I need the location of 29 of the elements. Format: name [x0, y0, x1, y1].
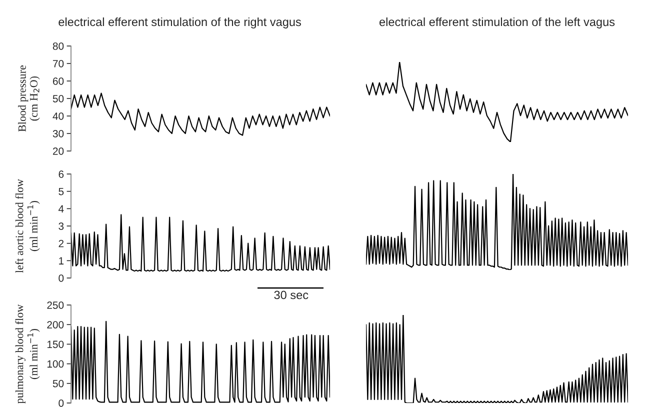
y-tick-label: 80 [52, 42, 64, 50]
line-series [71, 214, 330, 272]
y-axis-title: pulmonary blood flow (ml min$^{−1}$) [15, 304, 40, 404]
y-tick-label: 40 [52, 112, 64, 120]
y-tick-label: 2 [58, 240, 64, 248]
y-tick-label: 30 [52, 130, 64, 138]
chart-title: electrical efferent stimulation of the left vagus [379, 17, 615, 28]
chart-title: electrical efferent stimulation of the right vagus [58, 17, 301, 28]
y-tick-label: 50 [52, 95, 64, 102]
y-tick-label: 60 [53, 78, 64, 85]
text: 30 sec [274, 290, 308, 300]
y-tick-label: 6 [58, 170, 64, 178]
y-tick-label: 250 [47, 302, 64, 309]
y-tick-label: 4 [58, 205, 64, 212]
y-tick-label: 100 [47, 360, 64, 368]
y-axis-title: Blood pressure (cm H$_{2}$O) [18, 65, 40, 132]
y-tick-label: 3 [58, 222, 64, 230]
line-series [71, 92, 330, 136]
y-tick-label: 70 [53, 60, 64, 68]
y-tick-label: 20 [52, 148, 64, 155]
y-tick-label: 0 [58, 400, 64, 407]
y-tick-label: 0 [58, 274, 64, 282]
y-tick-label: 150 [47, 340, 64, 348]
y-tick-label: 5 [58, 188, 64, 196]
y-tick-label: 1 [59, 257, 64, 264]
y-tick-label: 200 [47, 321, 64, 328]
line-series [71, 320, 330, 403]
y-axis-title: left aortic blood flow (ml min$^{−1}$) [15, 178, 40, 273]
y-tick-label: 50 [52, 380, 64, 388]
